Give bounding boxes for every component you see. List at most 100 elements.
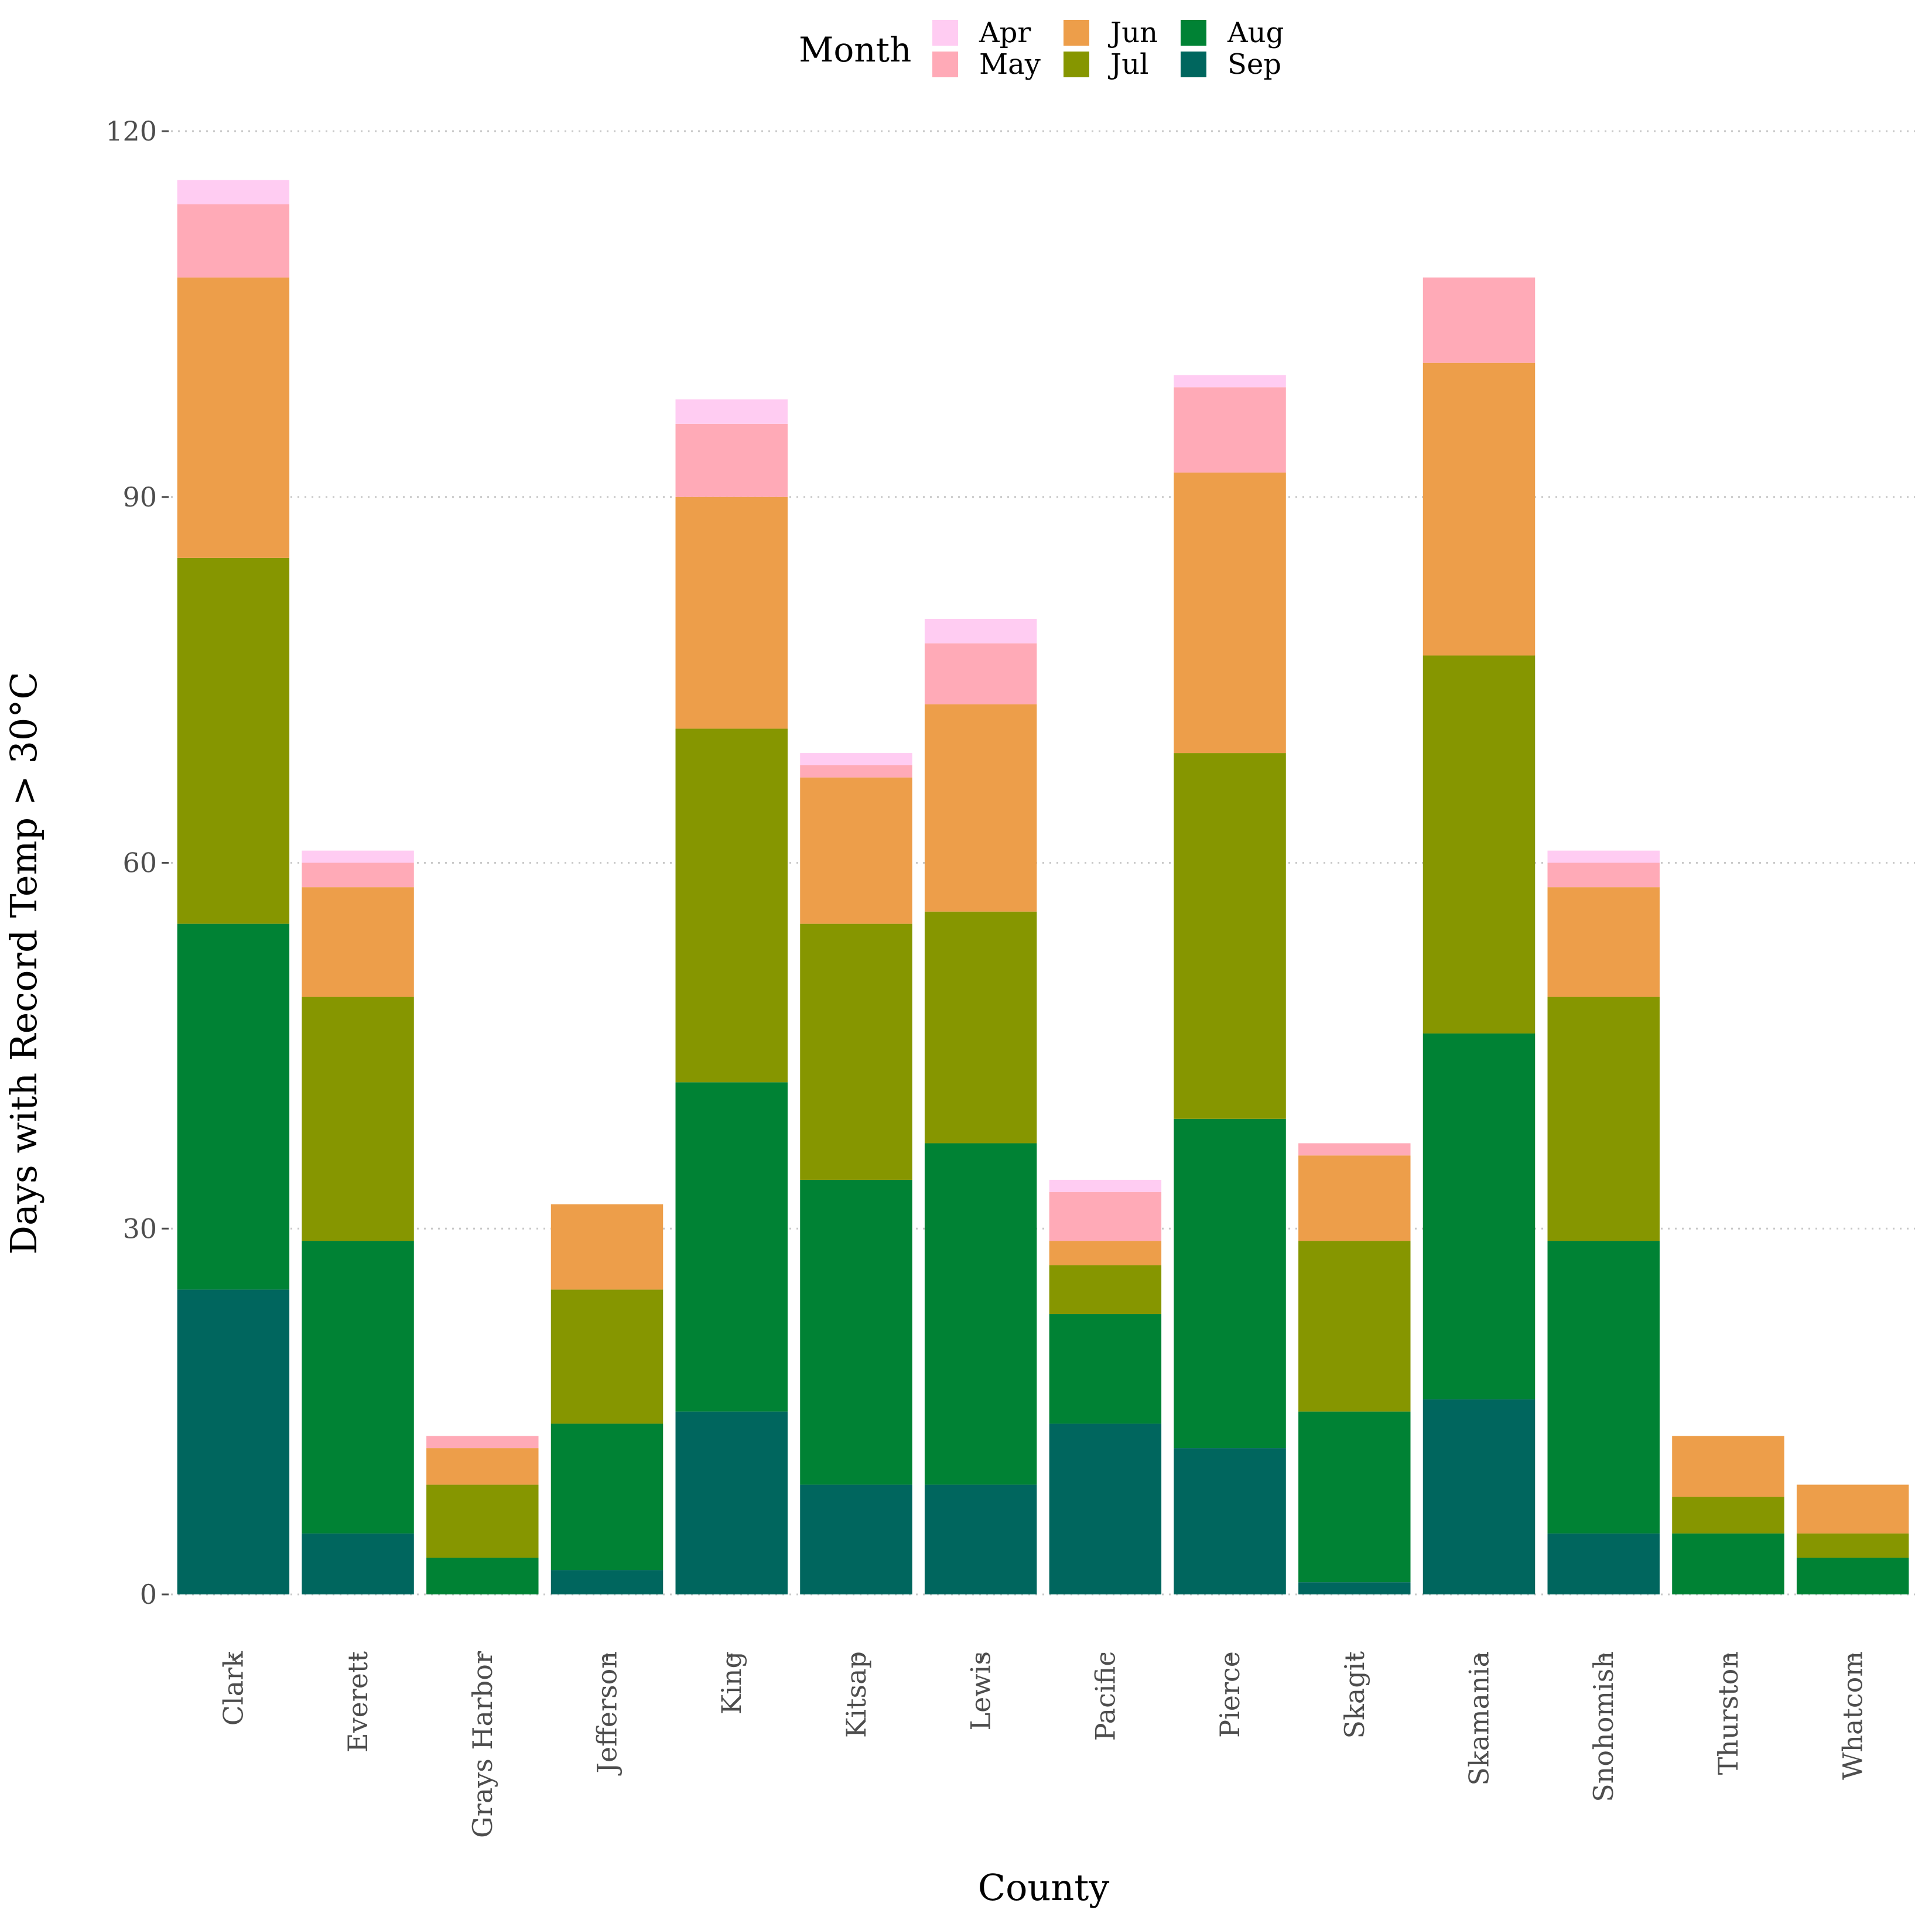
x-tick-label-grays-harbor: Grays Harbor — [467, 1651, 498, 1838]
x-tick-label-snohomish: Snohomish — [1588, 1651, 1619, 1802]
bar-grays-harbor-jun — [426, 1448, 539, 1485]
y-tick-label-60: 60 — [122, 847, 157, 879]
legend-key-jun — [1064, 20, 1089, 46]
x-tick-label-skamania: Skamania — [1463, 1651, 1495, 1786]
bar-kitsap-apr — [800, 753, 912, 765]
legend-key-aug — [1181, 20, 1206, 46]
bar-pacific-sep — [1049, 1423, 1162, 1594]
y-axis-title: Days with Record Temp > 30°C — [2, 672, 45, 1255]
bar-snohomish-may — [1547, 862, 1660, 888]
bars — [177, 180, 1909, 1594]
bar-pacific-jul — [1049, 1265, 1162, 1315]
bar-pacific-aug — [1049, 1314, 1162, 1424]
x-tick-label-kitsap: Kitsap — [840, 1651, 872, 1738]
bar-king-sep — [675, 1411, 788, 1594]
legend-label-sep: Sep — [1227, 48, 1281, 81]
bar-skagit-jun — [1298, 1155, 1411, 1241]
bar-pierce-sep — [1174, 1448, 1286, 1594]
x-tick-label-pacific: Pacific — [1089, 1651, 1121, 1741]
bar-pacific-apr — [1049, 1179, 1162, 1192]
bar-clark-jul — [177, 557, 290, 924]
bar-everett-may — [302, 862, 414, 888]
bar-thurston-aug — [1672, 1533, 1784, 1594]
gridlines — [171, 130, 1915, 1596]
x-axis-title: County — [978, 1866, 1110, 1909]
y-tick-label-30: 30 — [122, 1213, 157, 1244]
x-tick-label-jefferson: Jefferson — [591, 1651, 623, 1775]
bar-everett-apr — [302, 850, 414, 863]
bar-jefferson-sep — [550, 1570, 664, 1594]
y-axis: 0 30 60 90 120 — [105, 115, 169, 1610]
bar-snohomish-aug — [1547, 1241, 1660, 1534]
bar-kitsap-sep — [800, 1484, 912, 1594]
bar-pierce-jun — [1174, 473, 1286, 754]
bar-jefferson-jun — [550, 1204, 664, 1290]
bar-king-may — [675, 423, 788, 497]
bar-kitsap-jun — [800, 777, 912, 924]
legend-label-may: May — [979, 48, 1041, 81]
bar-pierce-apr — [1174, 375, 1286, 388]
x-tick-label-clark: Clark — [217, 1651, 249, 1726]
bar-snohomish-jul — [1547, 997, 1660, 1241]
bar-everett-jul — [302, 997, 414, 1241]
bar-grays-harbor-aug — [426, 1558, 539, 1594]
bar-pierce-jul — [1174, 753, 1286, 1119]
legend-label-jul: Jul — [1107, 48, 1149, 81]
y-tick-label-120: 120 — [105, 115, 157, 147]
legend-label-apr: Apr — [979, 16, 1031, 49]
bar-everett-aug — [302, 1241, 414, 1534]
bar-king-aug — [675, 1082, 788, 1412]
x-tick-label-king: King — [716, 1651, 747, 1714]
legend-label-aug: Aug — [1227, 16, 1284, 49]
bar-whatcom-aug — [1796, 1558, 1909, 1594]
bar-king-jun — [675, 497, 788, 729]
bar-clark-may — [177, 204, 290, 278]
y-tick-label-0: 0 — [140, 1579, 157, 1610]
x-tick-label-thurston: Thurston — [1712, 1651, 1744, 1775]
bar-everett-jun — [302, 887, 414, 997]
bar-skagit-sep — [1298, 1582, 1411, 1594]
bar-kitsap-may — [800, 765, 912, 778]
bar-kitsap-aug — [800, 1179, 912, 1485]
x-axis: Clark Everett Grays Harbor Jefferson King Kit… — [217, 1651, 1868, 1838]
bar-whatcom-jul — [1796, 1533, 1909, 1558]
bar-clark-sep — [177, 1289, 290, 1594]
bar-lewis-sep — [924, 1484, 1037, 1594]
bar-kitsap-jul — [800, 923, 912, 1180]
bar-clark-apr — [177, 180, 290, 204]
bar-jefferson-aug — [550, 1423, 664, 1570]
legend-key-may — [932, 52, 958, 77]
bar-pierce-may — [1174, 387, 1286, 473]
bar-king-jul — [675, 728, 788, 1083]
bar-thurston-jul — [1672, 1497, 1784, 1534]
bar-skamania-sep — [1423, 1399, 1536, 1594]
bar-grays-harbor-may — [426, 1436, 539, 1449]
bar-king-apr — [675, 399, 788, 424]
y-tick-label-90: 90 — [122, 481, 157, 513]
bar-thurston-jun — [1672, 1436, 1784, 1497]
legend-title: Month — [799, 30, 911, 70]
bar-skagit-may — [1298, 1143, 1411, 1156]
bar-clark-aug — [177, 923, 290, 1290]
bar-lewis-jul — [924, 911, 1037, 1144]
bar-snohomish-apr — [1547, 850, 1660, 863]
bar-everett-sep — [302, 1533, 414, 1594]
bar-lewis-aug — [924, 1143, 1037, 1485]
bar-pierce-aug — [1174, 1118, 1286, 1449]
bar-grays-harbor-jul — [426, 1484, 539, 1558]
bar-whatcom-jun — [1796, 1484, 1909, 1534]
bar-skagit-aug — [1298, 1411, 1411, 1583]
legend-label-jun: Jun — [1107, 16, 1158, 49]
x-tick-label-everett: Everett — [342, 1651, 374, 1752]
bar-skamania-aug — [1423, 1033, 1536, 1399]
legend-key-jul — [1064, 52, 1089, 77]
bar-snohomish-jun — [1547, 887, 1660, 997]
legend-key-apr — [932, 20, 958, 46]
x-tick-label-skagit: Skagit — [1339, 1651, 1370, 1738]
bar-pacific-jun — [1049, 1241, 1162, 1265]
bar-skagit-jul — [1298, 1241, 1411, 1412]
bar-lewis-apr — [924, 619, 1037, 644]
bar-lewis-jun — [924, 704, 1037, 912]
